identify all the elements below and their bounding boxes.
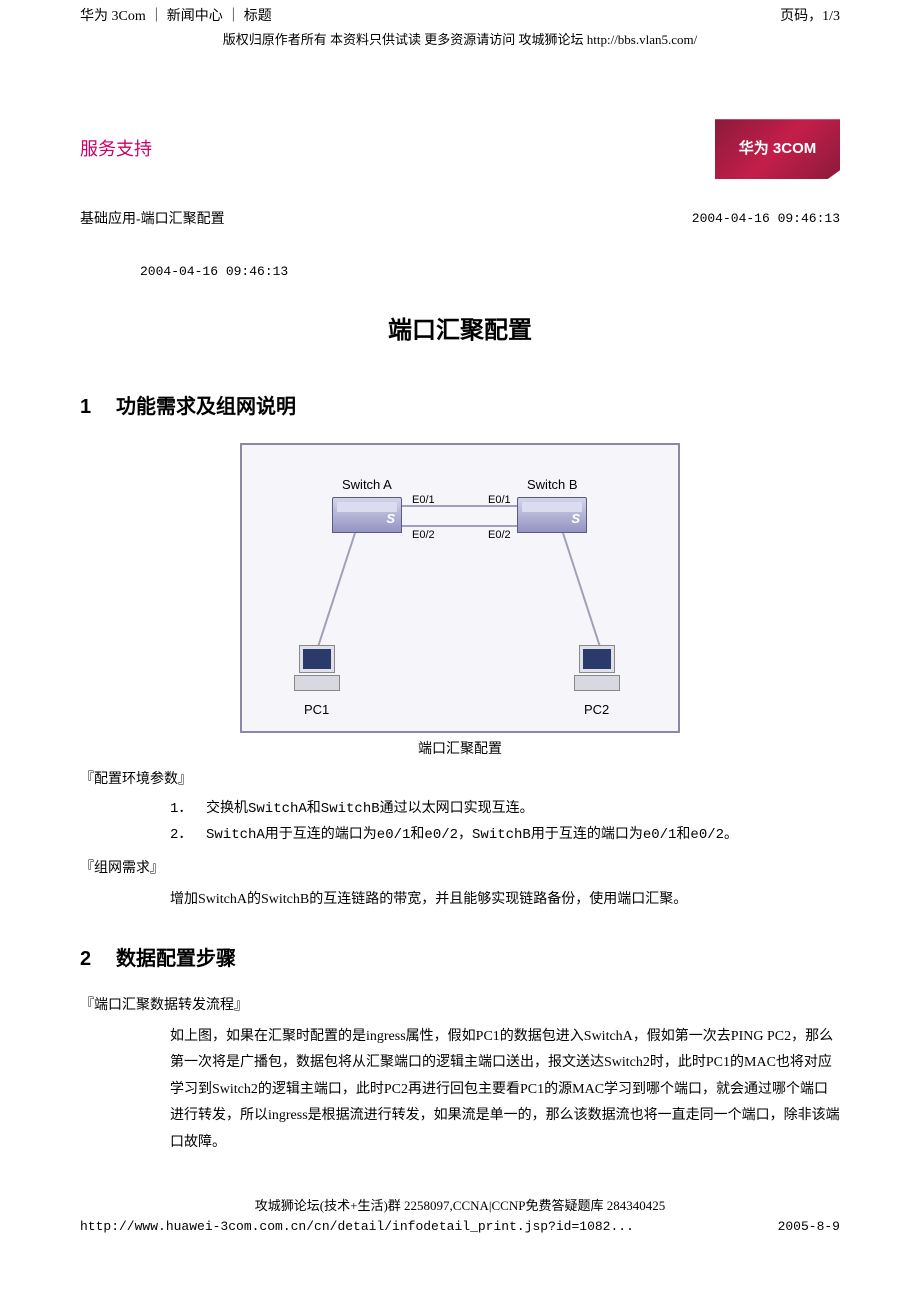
flow-para: 如上图，如果在汇聚时配置的是ingress属性，假如PC1的数据包进入Switc… [170,1024,840,1157]
pc1-icon [292,645,342,693]
service-row: 服务支持 华为 3COM [80,119,840,179]
port-a-e02: E0/2 [412,527,435,545]
pc1-label: PC1 [304,700,329,721]
diagram-container: Switch A Switch B E0/1 E0/1 E0/2 E0/2 PC… [80,443,840,733]
port-b-e01: E0/1 [488,492,511,510]
timestamp-right: 2004-04-16 09:46:13 [692,209,840,231]
env-list: 1． 交换机SwitchA和SwitchB通过以太网口实现互连。 2． Swit… [170,798,840,849]
item-text: 交换机SwitchA和SwitchB通过以太网口实现互连。 [206,798,534,822]
service-support-label: 服务支持 [80,135,152,164]
breadcrumb: 华为 3Com ｜ 新闻中心 ｜ 标题 [80,6,272,28]
req-para: 增加SwitchA的SwitchB的互连链路的带宽，并且能够实现链路备份，使用端… [170,887,840,914]
category-label: 基础应用-端口汇聚配置 [80,209,225,231]
diagram-caption: 端口汇聚配置 [80,739,840,761]
timestamp-left: 2004-04-16 09:46:13 [140,262,840,283]
switch-a-label: Switch A [342,475,392,496]
item-text: SwitchA用于互连的端口为e0/1和e0/2，SwitchB用于互连的端口为… [206,824,738,848]
content-area: 服务支持 华为 3COM 基础应用-端口汇聚配置 2004-04-16 09:4… [0,119,920,1156]
logo-text: 华为 3COM [739,137,817,161]
section1-heading-text: 功能需求及组网说明 [116,396,296,418]
port-a-e01: E0/1 [412,492,435,510]
header-copyright: 版权归原作者所有 本资料只供试读 更多资源请访问 攻城狮论坛 http://bb… [0,30,920,59]
section2-num: 2 [80,943,116,975]
env-heading: 『配置环境参数』 [80,769,840,791]
pc2-label: PC2 [584,700,609,721]
page-number: 页码，1/3 [780,6,840,28]
footer-url: http://www.huawei-3com.com.cn/cn/detail/… [80,1217,634,1238]
network-diagram: Switch A Switch B E0/1 E0/1 E0/2 E0/2 PC… [240,443,680,733]
switch-b-icon [517,497,587,533]
flow-heading: 『端口汇聚数据转发流程』 [80,995,840,1017]
section1-heading: 1功能需求及组网说明 [80,391,840,423]
meta-row: 基础应用-端口汇聚配置 2004-04-16 09:46:13 [80,209,840,231]
switch-a-icon [332,497,402,533]
page-footer: 攻城狮论坛(技术+生活)群 2258097,CCNA|CCNP免费答疑题库 28… [0,1196,920,1248]
line-b-pc2 [562,532,600,645]
header-bar: 华为 3Com ｜ 新闻中心 ｜ 标题 页码，1/3 [0,0,920,30]
line-a-pc1 [318,532,356,645]
pc2-icon [572,645,622,693]
item-num: 1． [170,798,206,822]
section2-heading-text: 数据配置步骤 [116,948,236,970]
list-item: 2． SwitchA用于互连的端口为e0/1和e0/2，SwitchB用于互连的… [170,824,840,848]
footer-group-info: 攻城狮论坛(技术+生活)群 2258097,CCNA|CCNP免费答疑题库 28… [80,1196,840,1217]
huawei-3com-logo: 华为 3COM [715,119,840,179]
document-title: 端口汇聚配置 [80,312,840,350]
item-num: 2． [170,824,206,848]
footer-date: 2005-8-9 [778,1217,840,1238]
port-b-e02: E0/2 [488,527,511,545]
section1-num: 1 [80,391,116,423]
req-heading: 『组网需求』 [80,858,840,880]
list-item: 1． 交换机SwitchA和SwitchB通过以太网口实现互连。 [170,798,840,822]
switch-b-label: Switch B [527,475,578,496]
footer-url-row: http://www.huawei-3com.com.cn/cn/detail/… [80,1217,840,1238]
section2-heading: 2数据配置步骤 [80,943,840,975]
